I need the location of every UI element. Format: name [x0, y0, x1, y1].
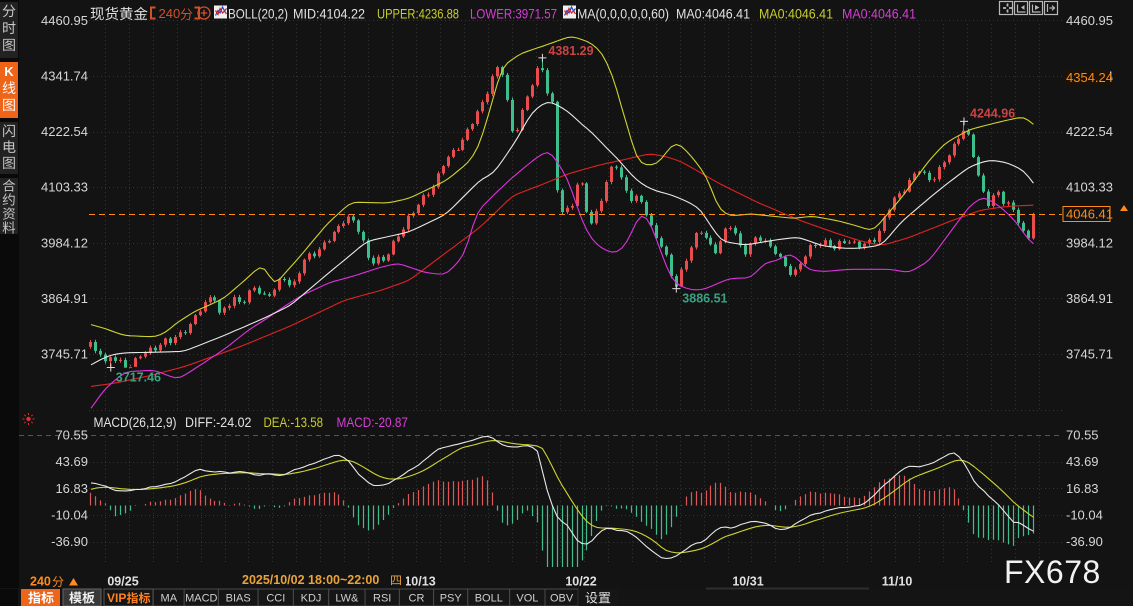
svg-text:MA: MA: [161, 593, 178, 605]
svg-text:10/13: 10/13: [404, 575, 435, 589]
svg-text:CR: CR: [409, 593, 425, 605]
svg-text:70.55: 70.55: [55, 428, 88, 443]
svg-text:10/31: 10/31: [732, 575, 763, 589]
svg-text:PSY: PSY: [440, 593, 463, 605]
svg-text:MA0:4046.41: MA0:4046.41: [759, 6, 833, 22]
svg-text:09/25: 09/25: [107, 575, 138, 589]
svg-text:MACD: MACD: [185, 593, 217, 605]
svg-text:2025/10/02 18:00~22:00: 2025/10/02 18:00~22:00: [242, 573, 379, 587]
svg-text:240: 240: [159, 6, 181, 21]
svg-text:-36.90: -36.90: [1066, 534, 1103, 549]
svg-text:4046.41: 4046.41: [1066, 207, 1113, 222]
svg-text:240: 240: [30, 575, 51, 589]
svg-text:4103.33: 4103.33: [1066, 180, 1113, 195]
svg-text:3886.51: 3886.51: [682, 292, 727, 306]
svg-text:OBV: OBV: [550, 593, 574, 605]
svg-text:3745.71: 3745.71: [1066, 347, 1113, 362]
svg-text:11/10: 11/10: [882, 575, 913, 589]
svg-text:VIP: VIP: [107, 591, 126, 605]
svg-text:4381.29: 4381.29: [548, 44, 593, 58]
svg-text:70.55: 70.55: [1066, 428, 1099, 443]
svg-text:RSI: RSI: [373, 593, 391, 605]
svg-text:10/22: 10/22: [565, 575, 596, 589]
svg-text:3984.12: 3984.12: [1066, 235, 1113, 250]
svg-text:16.83: 16.83: [1066, 481, 1099, 496]
svg-text:UPPER:4236.88: UPPER:4236.88: [377, 6, 459, 22]
svg-text:K: K: [4, 64, 14, 79]
svg-text:KDJ: KDJ: [301, 593, 322, 605]
svg-text:4244.96: 4244.96: [970, 106, 1015, 120]
svg-text:VOL: VOL: [516, 593, 538, 605]
svg-text:LOWER:3971.57: LOWER:3971.57: [470, 6, 557, 22]
svg-text:4222.54: 4222.54: [41, 124, 88, 139]
svg-text:4222.54: 4222.54: [1066, 124, 1113, 139]
svg-text:MACD(26,12,9): MACD(26,12,9): [94, 414, 177, 430]
svg-text:BOLL(20,2): BOLL(20,2): [228, 6, 288, 22]
svg-text:BIAS: BIAS: [226, 593, 251, 605]
svg-text:4460.95: 4460.95: [1066, 13, 1113, 28]
svg-text:LW&: LW&: [335, 593, 359, 605]
svg-text:DIFF:-24.02: DIFF:-24.02: [185, 414, 252, 430]
svg-text:MACD:-20.87: MACD:-20.87: [337, 414, 409, 430]
svg-text:DEA:-13.58: DEA:-13.58: [264, 414, 324, 430]
svg-text:43.69: 43.69: [1066, 454, 1099, 469]
svg-text:4103.33: 4103.33: [41, 180, 88, 195]
svg-text:16.83: 16.83: [55, 481, 88, 496]
svg-text:4460.95: 4460.95: [41, 13, 88, 28]
svg-text:3745.71: 3745.71: [41, 347, 88, 362]
svg-text:MA0:4046.41: MA0:4046.41: [676, 6, 750, 22]
svg-text:4341.74: 4341.74: [41, 69, 88, 84]
svg-text:4354.24: 4354.24: [1066, 70, 1113, 85]
svg-text:MID:4104.22: MID:4104.22: [293, 6, 365, 22]
svg-text:-36.90: -36.90: [51, 534, 88, 549]
svg-text:BOLL: BOLL: [475, 593, 503, 605]
svg-text:-10.04: -10.04: [1066, 507, 1103, 522]
svg-text:-10.04: -10.04: [51, 507, 88, 522]
svg-text:MA(0,0,0,0,0,60): MA(0,0,0,0,0,60): [577, 6, 669, 22]
svg-text:3984.12: 3984.12: [41, 235, 88, 250]
svg-text:CCI: CCI: [266, 593, 285, 605]
svg-text:MA0:4046.41: MA0:4046.41: [842, 6, 916, 22]
svg-text:3717.46: 3717.46: [116, 371, 161, 385]
svg-text:FX678: FX678: [1004, 554, 1101, 590]
svg-text:3864.91: 3864.91: [41, 291, 88, 306]
svg-text:43.69: 43.69: [55, 454, 88, 469]
svg-text:3864.91: 3864.91: [1066, 291, 1113, 306]
